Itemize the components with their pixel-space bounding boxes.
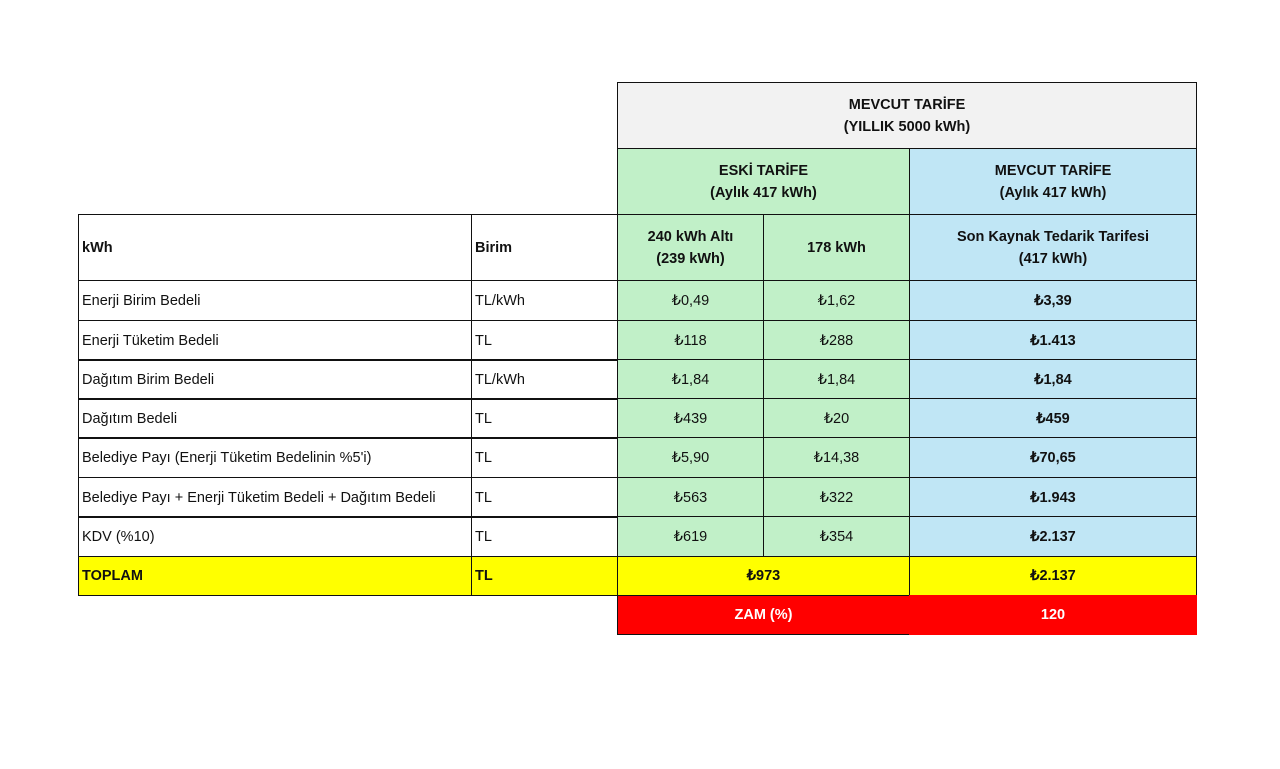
top-title: MEVCUT TARİFE (YILLIK 5000 kWh) bbox=[617, 82, 1197, 149]
cell-240: ₺1,84 bbox=[617, 359, 764, 400]
cell-178: ₺322 bbox=[763, 477, 910, 518]
col-header-birim: Birim bbox=[471, 214, 618, 281]
cell-son-kaynak: ₺1.943 bbox=[909, 477, 1197, 518]
col-header-240: 240 kWh Altı (239 kWh) bbox=[617, 214, 764, 281]
cell-240: ₺0,49 bbox=[617, 280, 764, 321]
cell-178: ₺354 bbox=[763, 516, 910, 557]
row-label: Enerji Tüketim Bedeli bbox=[78, 320, 472, 361]
row-unit: TL bbox=[471, 320, 618, 361]
row-label: Belediye Payı + Enerji Tüketim Bedeli + … bbox=[78, 477, 472, 518]
cell-178: ₺1,62 bbox=[763, 280, 910, 321]
row-unit: TL/kWh bbox=[471, 280, 618, 321]
cell-240: ₺563 bbox=[617, 477, 764, 518]
total-label: TOPLAM bbox=[78, 556, 472, 596]
col-header-son-kaynak: Son Kaynak Tedarik Tarifesi (417 kWh) bbox=[909, 214, 1197, 281]
cell-240: ₺118 bbox=[617, 320, 764, 361]
zam-value: 120 bbox=[909, 595, 1197, 635]
total-eski: ₺973 bbox=[617, 556, 910, 596]
row-unit: TL bbox=[471, 398, 618, 439]
cell-240: ₺439 bbox=[617, 398, 764, 439]
cell-178: ₺288 bbox=[763, 320, 910, 361]
cell-178: ₺20 bbox=[763, 398, 910, 439]
col-header-178: 178 kWh bbox=[763, 214, 910, 281]
cell-240: ₺619 bbox=[617, 516, 764, 557]
row-label: Enerji Birim Bedeli bbox=[78, 280, 472, 321]
cell-178: ₺1,84 bbox=[763, 359, 910, 400]
cell-son-kaynak: ₺2.137 bbox=[909, 516, 1197, 557]
row-label: Belediye Payı (Enerji Tüketim Bedelinin … bbox=[78, 437, 472, 478]
cell-son-kaynak: ₺70,65 bbox=[909, 437, 1197, 478]
eski-tarife-header: ESKİ TARİFE (Aylık 417 kWh) bbox=[617, 148, 910, 215]
row-unit: TL bbox=[471, 516, 618, 557]
cell-son-kaynak: ₺459 bbox=[909, 398, 1197, 439]
total-unit: TL bbox=[471, 556, 618, 596]
row-label: Dağıtım Bedeli bbox=[78, 398, 472, 439]
cell-son-kaynak: ₺1,84 bbox=[909, 359, 1197, 400]
row-unit: TL bbox=[471, 477, 618, 518]
col-header-kwh: kWh bbox=[78, 214, 472, 281]
cell-178: ₺14,38 bbox=[763, 437, 910, 478]
cell-son-kaynak: ₺3,39 bbox=[909, 280, 1197, 321]
cell-240: ₺5,90 bbox=[617, 437, 764, 478]
zam-label: ZAM (%) bbox=[617, 595, 910, 635]
total-mevcut: ₺2.137 bbox=[909, 556, 1197, 596]
row-label: Dağıtım Birim Bedeli bbox=[78, 359, 472, 400]
row-unit: TL bbox=[471, 437, 618, 478]
mevcut-tarife-header: MEVCUT TARİFE (Aylık 417 kWh) bbox=[909, 148, 1197, 215]
cell-son-kaynak: ₺1.413 bbox=[909, 320, 1197, 361]
row-label: KDV (%10) bbox=[78, 516, 472, 557]
row-unit: TL/kWh bbox=[471, 359, 618, 400]
